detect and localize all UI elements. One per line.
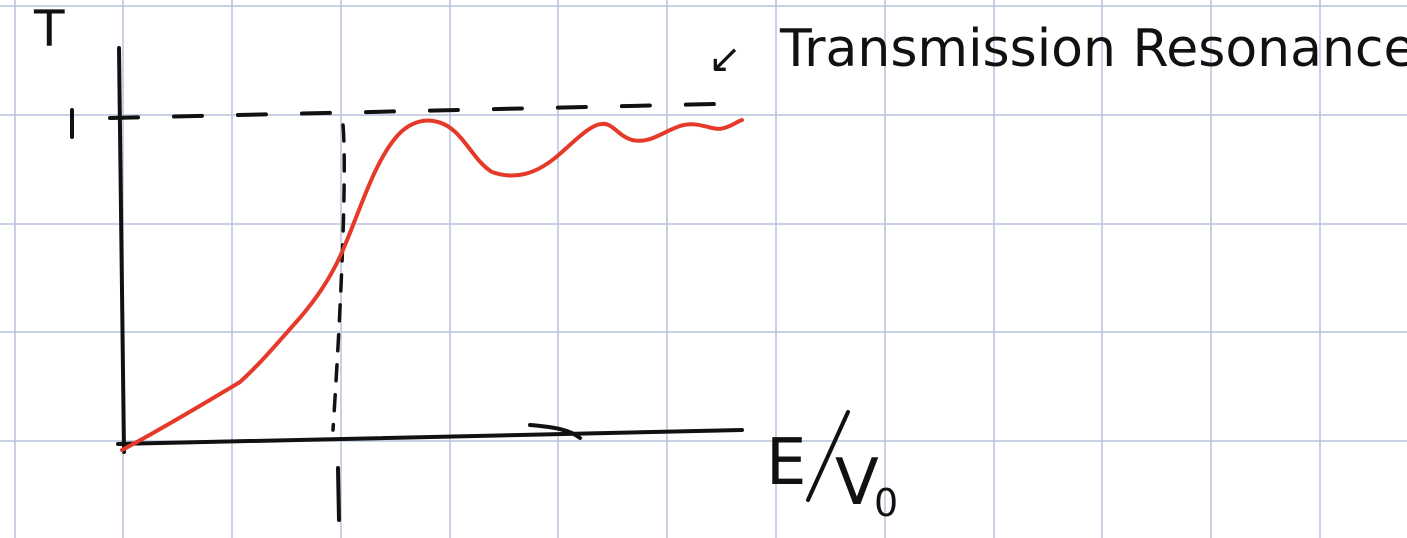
transmission-curve [120, 118, 744, 452]
y-axis-tick-label: 1 [88, 107, 107, 142]
unit-energy-dashed-line [331, 123, 347, 432]
annotation-label: Transmission Resonance [779, 19, 1407, 79]
x-axis-tick-line [336, 466, 341, 522]
y-axis-label: T [33, 0, 65, 58]
unit-transmission-dashed-line [108, 102, 717, 120]
x-axis-tick-mark [528, 423, 582, 440]
x-axis [116, 428, 744, 446]
x-axis-label-subscript: 0 [874, 481, 898, 525]
x-axis-label-slash [806, 410, 850, 502]
x-axis-tick-label: 1 [345, 485, 364, 520]
y-axis [117, 46, 126, 454]
x-axis-label-e: E [766, 426, 806, 500]
annotation-arrow-icon: ↙ [708, 36, 742, 82]
x-axis-label-v: V [835, 446, 879, 520]
